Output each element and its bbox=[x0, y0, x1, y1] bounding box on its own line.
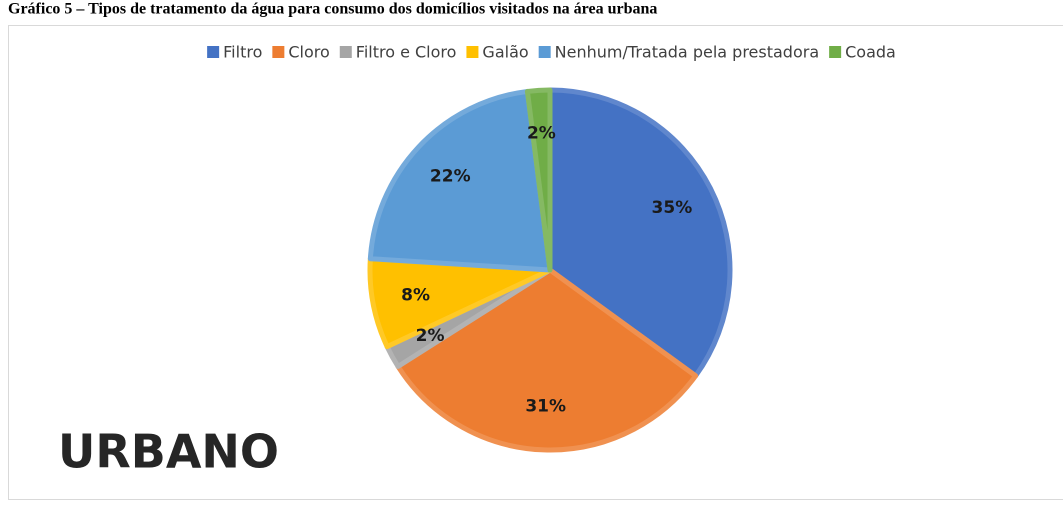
legend-label: Galão bbox=[482, 43, 528, 62]
chart-frame bbox=[8, 25, 1063, 500]
legend-swatch bbox=[339, 46, 352, 58]
data-label: 22% bbox=[430, 166, 471, 186]
legend-label: Filtro bbox=[223, 43, 262, 62]
chart-title: Gráfico 5 – Tipos de tratamento da água … bbox=[8, 1, 657, 18]
legend-swatch bbox=[538, 46, 551, 58]
legend-swatch bbox=[207, 46, 220, 58]
data-label: 31% bbox=[525, 397, 566, 417]
pie-slice bbox=[524, 87, 553, 273]
legend-swatch bbox=[829, 46, 842, 58]
data-label: 35% bbox=[652, 198, 693, 218]
legend-label: Coada bbox=[845, 43, 896, 62]
pie-slice bbox=[367, 88, 553, 273]
legend: Filtro Cloro Filtro e Cloro Galão Nenhum/Tra… bbox=[207, 43, 896, 62]
pie-slice bbox=[395, 267, 699, 453]
pie-slice bbox=[547, 87, 733, 379]
legend-swatch bbox=[272, 46, 285, 58]
data-label: 2% bbox=[527, 123, 556, 143]
data-label: 8% bbox=[401, 286, 430, 306]
annotation: URBANO bbox=[58, 425, 279, 479]
data-label: 2% bbox=[416, 326, 445, 346]
legend-swatch bbox=[466, 46, 479, 58]
legend-label: Nenhum/Tratada pela prestadora bbox=[555, 43, 819, 62]
legend-label: Filtro e Cloro bbox=[356, 43, 457, 62]
legend-label: Cloro bbox=[288, 43, 329, 62]
